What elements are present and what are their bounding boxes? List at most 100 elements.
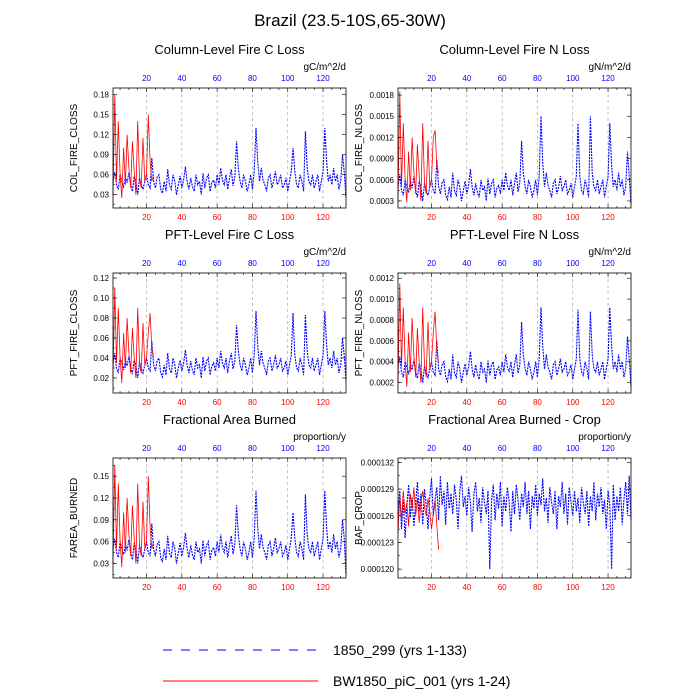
- series-line-bw1850-pic-001-yrs-1-24: [112, 465, 154, 568]
- figure-title: Brazil (23.5-10S,65-30W): [254, 11, 446, 30]
- legend: 1850_299 (yrs 1-133) BW1850_piC_001 (yrs…: [163, 642, 510, 689]
- panel-fractional-area-burned: Fractional Area Burned proportion/y FAREA_…: [69, 412, 347, 592]
- x-tick-label-bottom: 80: [533, 398, 542, 407]
- x-tick-label-bottom: 120: [316, 583, 330, 592]
- x-tick-label-top: 60: [213, 74, 222, 83]
- units-label: proportion/y: [578, 432, 631, 443]
- panels: Column-Level Fire C Loss gC/m^2/d COL_FIRE…: [69, 42, 632, 592]
- panel-title: Column-Level Fire N Loss: [439, 42, 590, 57]
- y-tick-label: 0.0010: [370, 295, 395, 304]
- y-tick-label: 0.0006: [370, 176, 395, 185]
- series-line-1850-299-yrs-1-133: [397, 307, 632, 387]
- x-tick-label-bottom: 40: [177, 398, 186, 407]
- y-tick-label: 0.15: [93, 111, 109, 120]
- y-tick-label: 0.0008: [370, 316, 395, 325]
- y-tick-label: 0.0004: [370, 358, 395, 367]
- x-tick-label-top: 120: [601, 74, 615, 83]
- x-tick-label-top: 60: [498, 259, 507, 268]
- y-tick-label: 0.15: [93, 472, 109, 481]
- x-tick-label-bottom: 80: [533, 213, 542, 222]
- x-tick-label-top: 20: [427, 444, 436, 453]
- x-tick-label-top: 40: [462, 259, 471, 268]
- x-tick-label-top: 100: [566, 74, 580, 83]
- series-line-1850-299-yrs-1-133: [397, 475, 632, 570]
- y-tick-label: 0.02: [93, 374, 109, 383]
- x-tick-label-bottom: 40: [462, 213, 471, 222]
- series-line-1850-299-yrs-1-133: [112, 490, 347, 575]
- panel-fractional-area-burned-crop: Fractional Area Burned - Crop proportion/…: [354, 412, 632, 592]
- units-label: gN/m^2/d: [589, 247, 632, 258]
- plot-frame: [112, 87, 347, 209]
- y-tick-label: 0.18: [93, 91, 109, 100]
- x-tick-label-top: 20: [427, 259, 436, 268]
- y-axis-label: COL_FIRE_CLOSS: [69, 103, 80, 192]
- x-tick-label-top: 120: [601, 259, 615, 268]
- series-line-bw1850-pic-001-yrs-1-24: [112, 94, 154, 199]
- x-tick-label-bottom: 40: [462, 398, 471, 407]
- plot-frame: [112, 272, 347, 394]
- y-tick-label: 0.0015: [370, 112, 395, 121]
- y-tick-label: 0.0003: [370, 197, 395, 206]
- x-tick-label-bottom: 100: [566, 583, 580, 592]
- y-axis-label: COL_FIRE_NLOSS: [354, 103, 365, 192]
- panel-title: Fractional Area Burned: [163, 412, 296, 427]
- panel-column-level-fire-n-loss: Column-Level Fire N Loss gN/m^2/d COL_FIRE…: [354, 42, 632, 222]
- x-tick-label-top: 80: [533, 444, 542, 453]
- y-tick-label: 0.03: [93, 559, 109, 568]
- x-tick-label-top: 120: [316, 444, 330, 453]
- x-tick-label-bottom: 100: [566, 213, 580, 222]
- x-tick-label-top: 40: [177, 444, 186, 453]
- x-tick-label-bottom: 120: [601, 398, 615, 407]
- y-tick-label: 0.000120: [361, 565, 395, 574]
- x-tick-label-bottom: 100: [281, 398, 295, 407]
- x-tick-label-bottom: 20: [142, 583, 151, 592]
- units-label: proportion/y: [293, 432, 346, 443]
- x-tick-label-top: 40: [462, 74, 471, 83]
- y-tick-label: 0.000132: [361, 458, 395, 467]
- x-tick-label-top: 60: [213, 259, 222, 268]
- x-tick-label-top: 100: [281, 259, 295, 268]
- x-tick-label-top: 60: [213, 444, 222, 453]
- x-tick-label-top: 40: [177, 74, 186, 83]
- y-tick-label: 0.10: [93, 294, 109, 303]
- y-axis-label: BAF_CROP: [354, 491, 365, 545]
- y-tick-label: 0.12: [93, 494, 109, 503]
- x-tick-label-bottom: 60: [498, 398, 507, 407]
- x-tick-label-top: 20: [427, 74, 436, 83]
- x-tick-label-top: 100: [566, 259, 580, 268]
- y-tick-label: 0.09: [93, 516, 109, 525]
- x-tick-label-bottom: 80: [248, 398, 257, 407]
- x-tick-label-top: 60: [498, 444, 507, 453]
- y-tick-label: 0.12: [93, 131, 109, 140]
- x-tick-label-bottom: 40: [177, 583, 186, 592]
- x-tick-label-top: 40: [462, 444, 471, 453]
- x-tick-label-top: 100: [281, 444, 295, 453]
- units-label: gN/m^2/d: [589, 62, 632, 73]
- x-tick-label-top: 20: [142, 74, 151, 83]
- panel-title: Fractional Area Burned - Crop: [428, 412, 601, 427]
- x-tick-label-bottom: 120: [316, 213, 330, 222]
- x-tick-label-bottom: 20: [427, 583, 436, 592]
- y-tick-label: 0.06: [93, 171, 109, 180]
- series-line-bw1850-pic-001-yrs-1-24: [397, 487, 439, 550]
- legend-label-bw1850-pic-001: BW1850_piC_001 (yrs 1-24): [333, 673, 510, 689]
- plot-frame: [397, 272, 632, 394]
- y-tick-label: 0.06: [93, 334, 109, 343]
- x-tick-label-bottom: 20: [142, 398, 151, 407]
- x-tick-label-top: 80: [248, 74, 257, 83]
- y-tick-label: 0.000123: [361, 538, 395, 547]
- units-label: gC/m^2/d: [304, 247, 347, 258]
- x-tick-label-bottom: 80: [248, 583, 257, 592]
- x-tick-label-top: 80: [533, 74, 542, 83]
- x-tick-label-top: 100: [281, 74, 295, 83]
- x-tick-label-top: 60: [498, 74, 507, 83]
- y-tick-label: 0.09: [93, 151, 109, 160]
- panel-pft-level-fire-n-loss: PFT-Level Fire N Loss gN/m^2/d PFT_FIRE_NL…: [354, 227, 632, 407]
- x-tick-label-top: 120: [601, 444, 615, 453]
- series-line-1850-299-yrs-1-133: [397, 116, 632, 205]
- legend-label-1850-299: 1850_299 (yrs 1-133): [333, 642, 467, 658]
- panel-title: PFT-Level Fire N Loss: [450, 227, 580, 242]
- y-axis-label: PFT_FIRE_CLOSS: [69, 289, 80, 376]
- x-tick-label-bottom: 120: [601, 583, 615, 592]
